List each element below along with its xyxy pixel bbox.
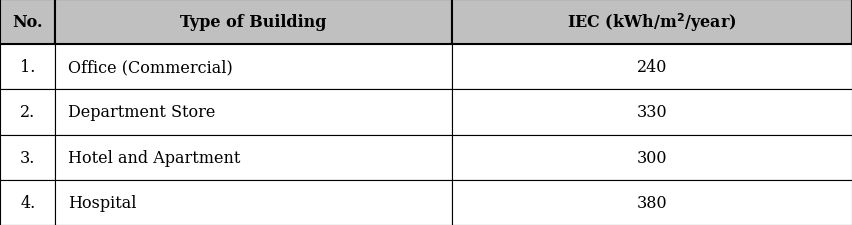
Text: Hospital: Hospital	[68, 194, 136, 211]
Bar	[55, 135, 452, 180]
Text: 300: 300	[636, 149, 667, 166]
Bar	[0, 180, 55, 225]
Text: 240: 240	[636, 59, 667, 76]
Bar	[55, 45, 452, 90]
Text: Office (Commercial): Office (Commercial)	[68, 59, 233, 76]
Bar	[452, 45, 852, 90]
Bar	[0, 135, 55, 180]
Bar	[0, 0, 55, 45]
Bar	[0, 90, 55, 135]
Text: 1.: 1.	[20, 59, 36, 76]
Text: 2.: 2.	[20, 104, 35, 121]
Bar	[0, 45, 55, 90]
Text: No.: No.	[13, 14, 43, 31]
Bar	[452, 90, 852, 135]
Text: IEC (kWh/m$\mathbf{^2}$/year): IEC (kWh/m$\mathbf{^2}$/year)	[567, 11, 736, 34]
Text: 4.: 4.	[20, 194, 35, 211]
Text: Department Store: Department Store	[68, 104, 216, 121]
Bar	[452, 135, 852, 180]
Text: 330: 330	[636, 104, 667, 121]
Bar	[55, 0, 452, 45]
Bar	[55, 180, 452, 225]
Text: Type of Building: Type of Building	[181, 14, 326, 31]
Bar	[452, 0, 852, 45]
Bar	[55, 90, 452, 135]
Text: 3.: 3.	[20, 149, 36, 166]
Bar	[452, 180, 852, 225]
Text: 380: 380	[636, 194, 667, 211]
Text: Hotel and Apartment: Hotel and Apartment	[68, 149, 240, 166]
